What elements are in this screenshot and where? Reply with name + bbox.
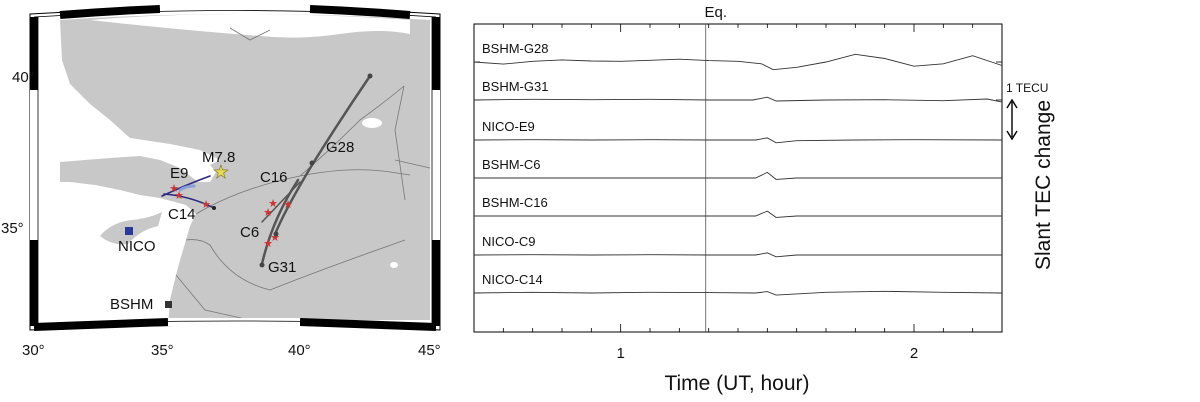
map-borders xyxy=(175,27,431,325)
sat-label-e9: E9 xyxy=(170,165,188,182)
track-endpoint xyxy=(273,231,279,237)
series-line-bshm-c6 xyxy=(474,171,1002,180)
series-line-bshm-g28 xyxy=(473,53,1003,71)
track-c16 xyxy=(261,181,301,223)
chart-title: Eq. xyxy=(704,4,727,21)
map-lat-tick: 35° xyxy=(1,220,24,237)
series-name: BSHM-G28 xyxy=(482,41,548,56)
scale-bar-arrow-up xyxy=(1006,98,1018,109)
ipp-star: ★ xyxy=(201,198,211,211)
sat-label-c16: C16 xyxy=(260,169,288,186)
map-panel: ★ ★ ★ ★ ★ ★ ★ ★ ★ M7.8 NICO BSHM E9 C14 … xyxy=(1,3,441,359)
series-line-nico-e9 xyxy=(473,137,1003,144)
track-c14 xyxy=(163,193,215,209)
series-name: BSHM-C6 xyxy=(482,157,541,172)
series-name: BSHM-C16 xyxy=(482,195,548,210)
epicenter-label: M7.8 xyxy=(202,149,235,166)
series-line-nico-c9 xyxy=(473,252,1002,258)
scale-bar-label: 1 TECU xyxy=(1006,81,1048,95)
map-lon-tick: 45° xyxy=(418,342,441,359)
x-tick-label: 1 xyxy=(616,345,624,362)
ipp-star: ★ xyxy=(283,198,293,211)
station-nico-marker xyxy=(125,227,133,235)
map-lon-tick: 30° xyxy=(22,342,45,359)
ipp-star: ★ xyxy=(270,231,280,244)
map-lat-tick: 40° xyxy=(12,69,35,86)
sat-label-g28: G28 xyxy=(326,139,354,156)
track-endpoint xyxy=(259,262,265,268)
map-lake xyxy=(362,118,382,128)
series-line-nico-c14 xyxy=(473,290,1003,296)
series-name: BSHM-G31 xyxy=(482,79,548,94)
station-bshm-label: BSHM xyxy=(110,296,153,313)
track-e9-tail xyxy=(178,184,196,192)
series-name: NICO-C14 xyxy=(482,272,543,287)
sat-label-c6: C6 xyxy=(240,224,259,241)
ipp-star: ★ xyxy=(174,189,184,202)
series-line-bshm-g31 xyxy=(473,96,1003,103)
y-axis-label: Slant TEC change xyxy=(1032,100,1055,270)
station-nico-label: NICO xyxy=(118,238,156,255)
sat-label-c14: C14 xyxy=(168,206,196,223)
map-lake xyxy=(76,129,84,135)
track-endpoint xyxy=(309,160,315,166)
ipp-star: ★ xyxy=(263,237,273,250)
x-tick-label: 2 xyxy=(910,345,918,362)
series-group: BSHM-G28 BSHM-G31 NICO-E9 BSHM-C6 BSHM-C16 NI… xyxy=(473,41,1003,296)
ipp-star: ★ xyxy=(263,206,273,219)
map-lake xyxy=(390,262,398,268)
map-land xyxy=(60,14,430,326)
sat-label-g31: G31 xyxy=(268,259,296,276)
map-lon-tick: 35° xyxy=(151,342,174,359)
series-name: NICO-C9 xyxy=(482,234,535,249)
station-bshm-marker xyxy=(165,301,172,308)
tec-chart: Eq. BSHM-G28 BSHM-G31 NICO-E9 BSHM-C6 BSHM-C… xyxy=(473,4,1055,395)
x-axis-label: Time (UT, hour) xyxy=(664,372,809,395)
series-line-bshm-c16 xyxy=(474,210,1002,218)
track-g31 xyxy=(260,178,300,266)
ipp-markers: ★ ★ ★ ★ ★ ★ ★ ★ xyxy=(169,182,293,250)
x-ticks xyxy=(502,24,974,332)
map-black-sea xyxy=(90,14,410,38)
scale-bar-arrow-down xyxy=(1006,130,1018,141)
track-endpoint xyxy=(212,206,216,210)
epicenter-star-icon: ★ xyxy=(213,162,229,183)
map-lon-tick: 40° xyxy=(288,342,311,359)
track-endpoint xyxy=(367,73,373,79)
ipp-star: ★ xyxy=(169,182,179,195)
series-name: NICO-E9 xyxy=(482,119,535,134)
map-frame xyxy=(29,3,441,331)
y-ticks xyxy=(474,61,1002,294)
ipp-star: ★ xyxy=(268,197,278,210)
